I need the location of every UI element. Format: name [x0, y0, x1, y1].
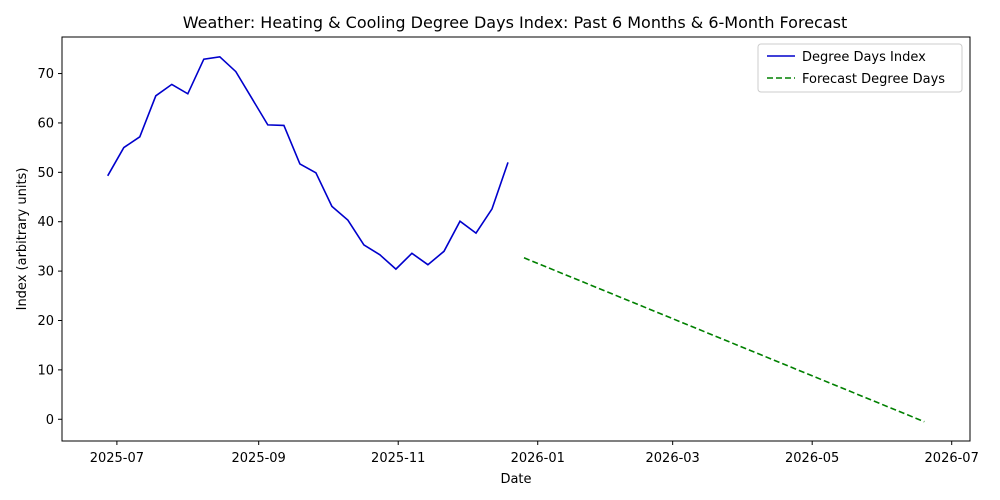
y-tick-label: 50 [37, 166, 54, 181]
x-tick-label: 2026-07 [925, 451, 979, 466]
legend: Degree Days Index Forecast Degree Days [757, 43, 963, 93]
x-tick-label: 2025-07 [90, 451, 144, 466]
y-tick-label: 40 [37, 215, 54, 230]
legend-label-degree-days: Degree Days Index [802, 50, 926, 65]
y-axis-title: Index (arbitrary units) [15, 168, 30, 311]
x-tick-label: 2026-05 [785, 451, 839, 466]
x-axis-ticks: 2025-07 2025-09 2025-11 2026-01 2026-03 2026-… [90, 441, 979, 466]
y-tick-label: 10 [37, 363, 54, 378]
y-tick-label: 60 [37, 116, 54, 131]
x-tick-label: 2025-09 [232, 451, 286, 466]
x-tick-label: 2026-03 [646, 451, 700, 466]
plot-lines [107, 55, 925, 423]
series-line-forecast [523, 257, 925, 423]
y-tick-label: 30 [37, 265, 54, 280]
y-tick-label: 20 [37, 314, 54, 329]
series-line-degree-days [107, 55, 509, 271]
legend-label-forecast: Forecast Degree Days [802, 72, 945, 87]
x-axis-title: Date [500, 472, 531, 487]
x-tick-label: 2025-11 [371, 451, 425, 466]
plot-area-frame [61, 36, 971, 442]
y-tick-label: 70 [37, 67, 54, 82]
chart-title: Weather: Heating & Cooling Degree Days I… [183, 13, 848, 32]
legend-box [757, 43, 963, 93]
y-tick-label: 0 [46, 413, 54, 428]
y-axis-ticks: 0 10 20 30 40 50 60 70 [37, 67, 62, 428]
x-tick-label: 2026-01 [511, 451, 565, 466]
